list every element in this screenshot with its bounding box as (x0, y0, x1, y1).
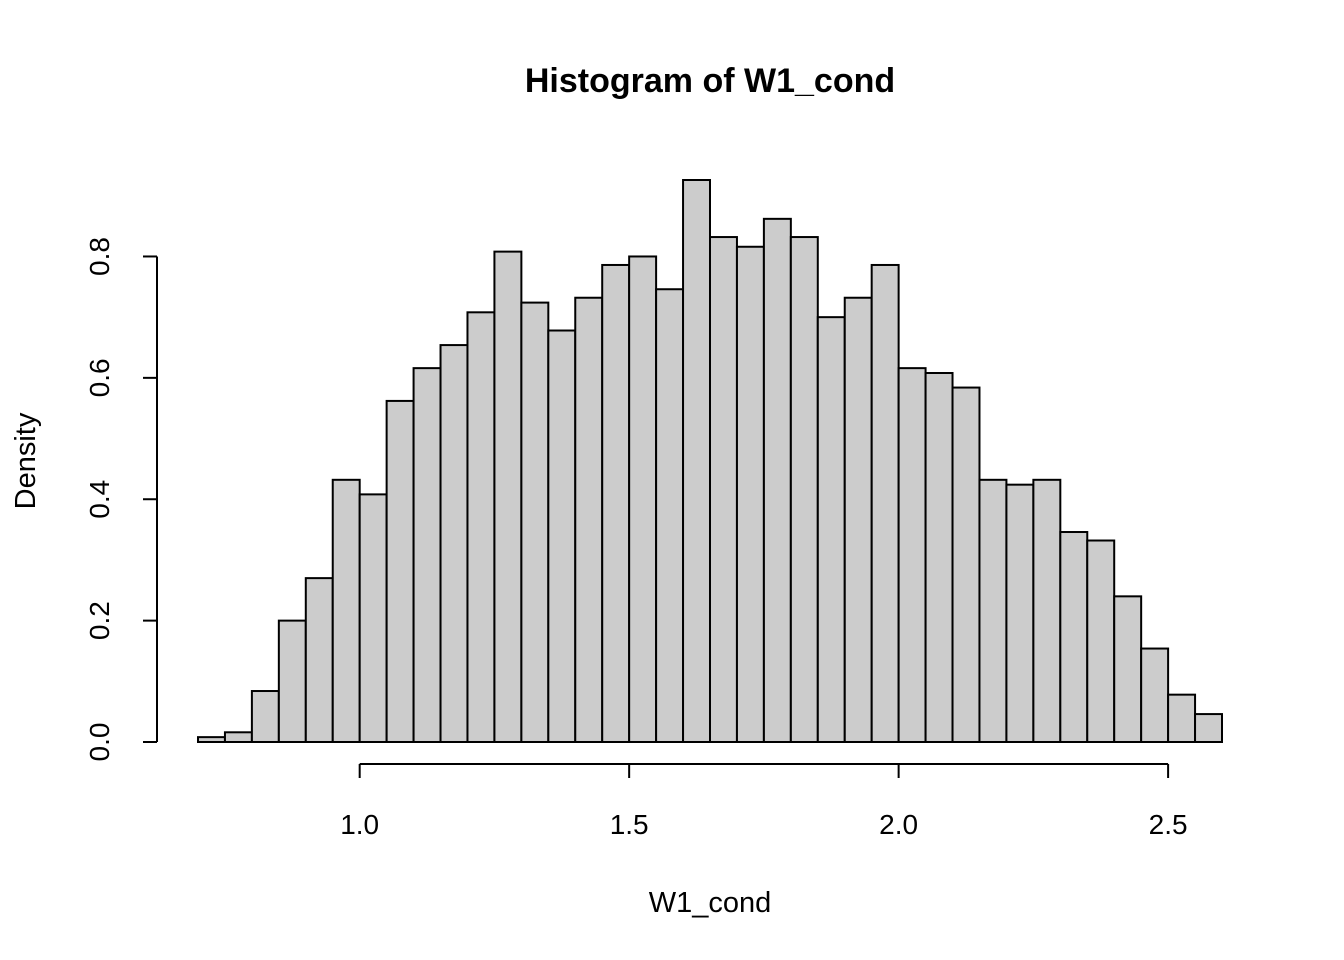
bars-group (197, 179, 1224, 744)
histogram-bar (547, 329, 577, 743)
histogram-bar (1113, 595, 1143, 744)
x-tick-label: 2.5 (1149, 809, 1188, 840)
histogram-bar (466, 311, 496, 743)
y-axis: 0.0 0.2 0.4 0.6 0.8 (84, 237, 158, 762)
histogram-bar (843, 296, 873, 743)
y-tick-label: 0.6 (84, 358, 115, 397)
histogram-bar (277, 619, 307, 743)
chart-title: Histogram of W1_cond (525, 62, 895, 100)
y-axis-label: Density (10, 412, 42, 509)
histogram-bar (735, 245, 765, 743)
histogram-bar (870, 263, 900, 743)
histogram-bar (574, 296, 604, 743)
histogram-bar (1086, 539, 1116, 744)
histogram-bar (762, 217, 792, 743)
x-axis-label: W1_cond (649, 887, 772, 919)
histogram-bar (709, 236, 738, 744)
x-tick-label: 2.0 (879, 809, 918, 840)
histogram-bar (412, 367, 442, 743)
histogram-bar (1032, 478, 1062, 743)
histogram-bar (223, 731, 253, 743)
histogram-bar (628, 255, 658, 743)
histogram-bar (924, 372, 954, 743)
y-tick-label: 0.0 (84, 723, 115, 762)
histogram-bar (897, 367, 927, 743)
x-tick-label: 1.0 (340, 809, 379, 840)
histogram-bar (789, 236, 819, 744)
histogram-bar (816, 316, 846, 743)
histogram-bar (1167, 693, 1197, 743)
histogram-bar (250, 690, 280, 744)
histogram-bar (439, 344, 469, 743)
histogram-bar (197, 736, 226, 744)
histogram-bar (385, 399, 415, 743)
x-tick-label: 1.5 (610, 809, 649, 840)
y-tick-label: 0.2 (84, 601, 115, 640)
histogram-bar (951, 386, 981, 743)
histogram-bar (358, 493, 388, 743)
histogram-bar (1140, 647, 1170, 743)
histogram-bar (655, 288, 685, 743)
histogram-bar (331, 478, 361, 743)
histogram-bar (1005, 483, 1035, 743)
histogram-bar (1194, 713, 1224, 744)
histogram-bar (520, 301, 550, 743)
histogram-bar (978, 478, 1008, 743)
histogram-bar (601, 263, 631, 743)
histogram-bar (682, 179, 711, 743)
histogram-bar (1059, 531, 1089, 744)
histogram-bar (304, 577, 334, 743)
histogram-bar (493, 250, 523, 743)
x-axis: 1.0 1.5 2.0 2.5 (340, 763, 1188, 840)
y-tick-label: 0.8 (84, 237, 115, 276)
y-tick-label: 0.4 (84, 480, 115, 519)
